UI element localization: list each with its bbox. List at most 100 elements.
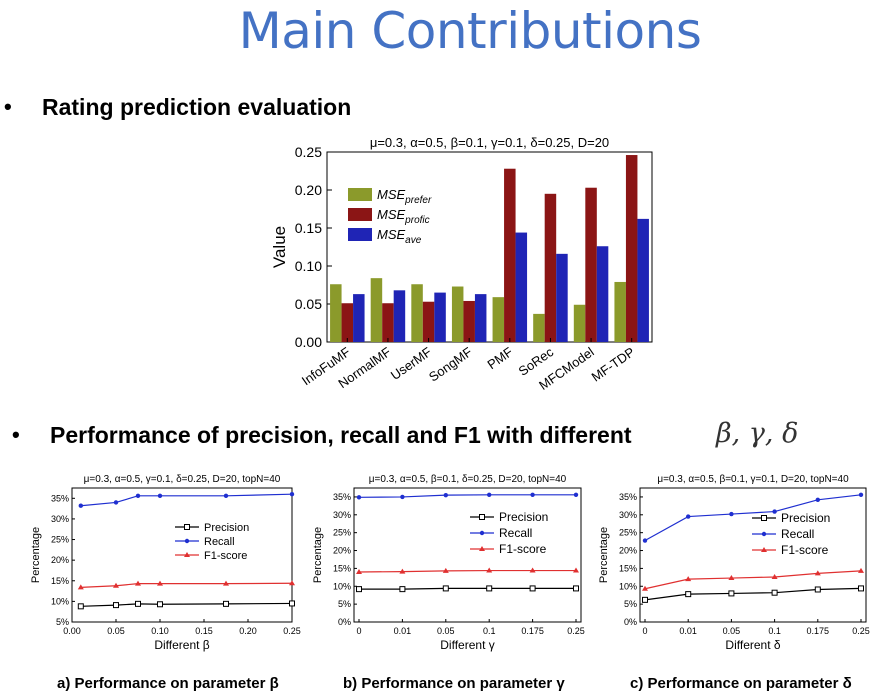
line-chart-3-frame bbox=[639, 487, 867, 623]
line-chart-3-point-precision bbox=[728, 590, 735, 597]
line-chart-3-line-recall bbox=[644, 494, 862, 542]
bar-profic-usermf bbox=[422, 301, 435, 342]
bar-y-tick-label: 0.20 bbox=[295, 182, 322, 198]
bar-y-tick-label: 0.15 bbox=[295, 220, 322, 236]
line-chart-3-point-recall bbox=[858, 492, 864, 497]
line-chart-3-x-tick-label: 0.05 bbox=[723, 626, 741, 636]
line-chart-2-point-recall bbox=[530, 492, 535, 497]
line-chart-3-y-tick-label: 10% bbox=[619, 581, 637, 591]
line-chart-1-point-f1-score bbox=[77, 584, 84, 590]
line-chart-1-y-tick-label: 10% bbox=[51, 596, 69, 606]
line-chart-2-point-recall bbox=[356, 495, 362, 500]
bar-prefer-mfcmodel bbox=[573, 304, 586, 342]
line-chart-1-y-tick-label: 20% bbox=[51, 555, 69, 565]
line-chart-2-y-tick-label: 30% bbox=[333, 510, 351, 520]
line-chart-1-point-precision bbox=[289, 600, 295, 607]
bar-profic-sorec bbox=[544, 193, 557, 342]
line-chart-3-x-tick-label: 0.25 bbox=[852, 626, 870, 636]
line-chart-2-x-tick-label: 0.175 bbox=[521, 626, 544, 636]
line-chart-3-point-recall bbox=[815, 497, 820, 502]
line-chart-1-x-tick-label: 0.00 bbox=[63, 626, 81, 636]
line-chart-3-x-axis-label: Different δ bbox=[725, 638, 780, 652]
line-chart-1-point-f1-score bbox=[135, 580, 141, 586]
line-chart-1-y-tick-label: 30% bbox=[51, 514, 69, 524]
line-chart-1-x-axis-label: Different β bbox=[154, 638, 209, 652]
bar-chart-title: μ=0.3, α=0.5, β=0.1, γ=0.1, δ=0.25, D=20 bbox=[370, 135, 609, 150]
line-chart-1-y-tick-label: 5% bbox=[56, 617, 69, 627]
line-chart-2-point-f1-score bbox=[356, 568, 362, 574]
bar-y-tick-label: 0.25 bbox=[295, 144, 322, 160]
line-chart-1-line-recall bbox=[80, 493, 293, 507]
line-chart-3-point-precision bbox=[642, 596, 648, 603]
line-chart-1-y-tick-label: 15% bbox=[51, 576, 69, 586]
line-chart-3-line-precision bbox=[644, 587, 862, 601]
line-chart-2-point-precision bbox=[486, 585, 493, 592]
bullet-rating-prediction: Rating prediction evaluation bbox=[42, 94, 352, 120]
line-chart-3-point-precision bbox=[814, 586, 821, 593]
bar-ave-songmf bbox=[474, 294, 487, 342]
line-chart-2-y-tick-label: 25% bbox=[333, 528, 351, 538]
line-chart-2-point-precision bbox=[356, 586, 362, 593]
line-chart-1-point-precision bbox=[113, 602, 119, 609]
line-chart-2-line-f1-score bbox=[358, 569, 576, 573]
bar-legend-swatch-prefer bbox=[348, 188, 372, 201]
bar-profic-normalmf bbox=[382, 303, 394, 342]
line-chart-2-point-precision bbox=[442, 585, 449, 592]
line-chart-3-point-recall bbox=[729, 511, 734, 517]
line-chart-3-title: μ=0.3, α=0.5, β=0.1, γ=0.1, D=20, topN=4… bbox=[657, 474, 849, 485]
bar-profic-infofumf bbox=[341, 303, 354, 342]
bullet-marker-2: • bbox=[12, 422, 20, 447]
line-chart-3-point-precision bbox=[685, 591, 692, 598]
line-chart-2-title: μ=0.3, α=0.5, β=0.1, δ=0.25, D=20, topN=… bbox=[369, 474, 567, 485]
line-chart-2-x-tick-label: 0.05 bbox=[437, 626, 455, 636]
line-chart-2-point-recall bbox=[573, 492, 579, 497]
bar-legend-label-profic: MSEprofic bbox=[377, 207, 430, 226]
line-chart-3-point-f1-score bbox=[814, 570, 821, 576]
line-chart-1-point-recall bbox=[223, 493, 229, 499]
line-chart-2-x-axis-label: Different γ bbox=[440, 638, 494, 652]
line-chart-2-point-recall bbox=[400, 494, 405, 500]
line-chart-2-point-f1-score bbox=[442, 567, 449, 573]
bar-prefer-mf-tdp bbox=[614, 281, 626, 342]
line-chart-3-point-f1-score bbox=[685, 576, 692, 582]
bar-prefer-pmf bbox=[492, 297, 505, 342]
line-chart-3-legend-marker-precision bbox=[761, 515, 767, 521]
line-chart-1-frame bbox=[71, 487, 293, 623]
bar-y-tick-label: 0.05 bbox=[295, 296, 322, 312]
line-chart-3-y-tick-label: 0% bbox=[624, 617, 637, 627]
bar-profic-songmf bbox=[463, 300, 475, 342]
line-chart-3-point-recall bbox=[772, 509, 777, 514]
line-chart-3-point-precision bbox=[771, 589, 778, 596]
line-chart-1-legend-label-recall: Recall bbox=[204, 536, 235, 548]
line-chart-3-x-tick-label: 0.01 bbox=[679, 626, 697, 636]
line-chart-1-x-tick-label: 0.15 bbox=[195, 626, 213, 636]
line-chart-2-point-precision bbox=[573, 585, 579, 592]
line-chart-2-y-tick-label: 5% bbox=[338, 599, 351, 609]
line-chart-2-x-tick-label: 0.01 bbox=[394, 626, 412, 636]
bar-ave-normalmf bbox=[393, 290, 406, 342]
line-chart-2-point-precision bbox=[399, 586, 406, 593]
line-chart-2-point-f1-score bbox=[573, 567, 579, 573]
line-chart-2-point-f1-score bbox=[399, 568, 406, 574]
line-chart-1-y-tick-label: 35% bbox=[51, 493, 69, 503]
bar-legend-swatch-profic bbox=[348, 208, 372, 221]
line-chart-1-point-recall bbox=[78, 503, 84, 508]
line-chart-1-point-recall bbox=[113, 500, 119, 505]
bar-y-tick-label: 0.00 bbox=[295, 334, 322, 350]
line-chart-2-legend-label-recall: Recall bbox=[499, 526, 532, 540]
line-chart-1-point-recall bbox=[289, 491, 295, 497]
line-chart-3-legend-label-recall: Recall bbox=[781, 527, 814, 541]
line-chart-2-legend-label-f1-score: F1-score bbox=[499, 542, 547, 556]
line-chart-3-y-tick-label: 25% bbox=[619, 528, 637, 538]
line-chart-1-point-f1-score bbox=[289, 580, 295, 586]
line-chart-1-point-precision bbox=[157, 601, 163, 608]
line-chart-3-x-tick-label: 0.1 bbox=[768, 626, 781, 636]
line-chart-1-y-tick-label: 25% bbox=[51, 535, 69, 545]
line-chart-2-point-f1-score bbox=[529, 567, 536, 573]
bar-y-axis-label: Value bbox=[270, 226, 289, 268]
bar-profic-pmf bbox=[504, 168, 516, 342]
line-chart-3-point-f1-score bbox=[728, 575, 735, 581]
line-chart-2-point-recall bbox=[443, 492, 448, 498]
line-chart-3-point-recall bbox=[686, 514, 691, 519]
